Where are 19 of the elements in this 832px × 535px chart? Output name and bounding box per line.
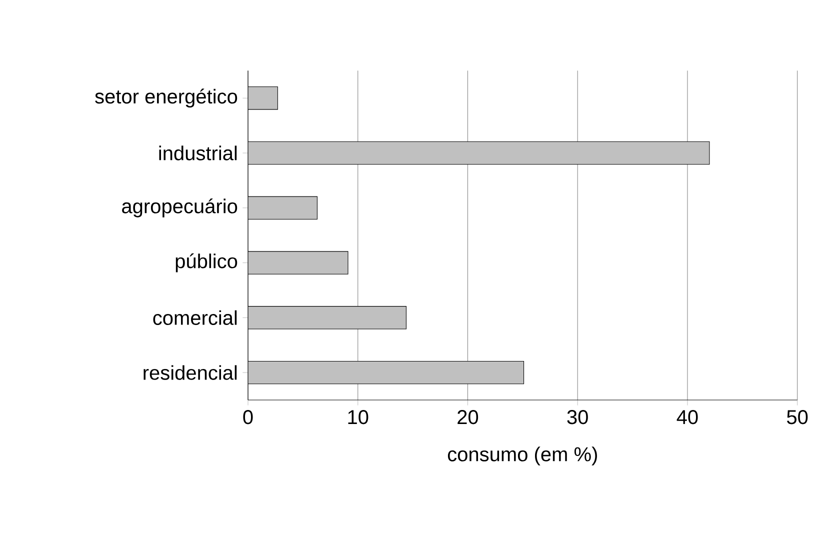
bar <box>248 142 710 165</box>
y-tick-label: setor energético <box>95 88 238 108</box>
y-tick-label: industrial <box>159 146 237 161</box>
x-tick-label: 30 <box>567 410 588 424</box>
bar <box>248 196 318 220</box>
y-tick-label: comercial <box>153 310 237 326</box>
x-tick-label: 40 <box>676 410 698 424</box>
x-tick-label: 0 <box>243 410 253 424</box>
x-tick-label: 10 <box>348 410 368 424</box>
y-tick-label: agropecuário <box>122 198 238 218</box>
bar <box>248 86 278 110</box>
bar <box>248 361 524 384</box>
bar <box>248 306 406 330</box>
y-tick-label: público <box>176 254 238 272</box>
y-tick-label: residencial <box>144 365 237 380</box>
bar <box>248 251 348 275</box>
x-axis-title: consumo (em %) <box>448 446 597 466</box>
x-tick-label: 50 <box>787 410 808 424</box>
x-tick-label: 20 <box>458 410 478 424</box>
